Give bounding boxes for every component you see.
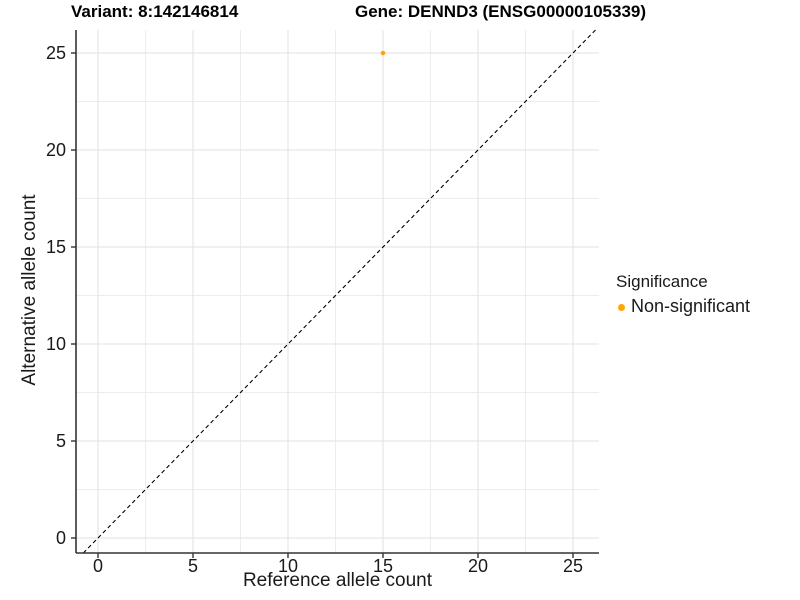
identity-line — [82, 29, 596, 554]
y-tick-label: 10 — [46, 334, 66, 354]
y-tick-label: 5 — [56, 431, 66, 451]
legend: Significance Non-significant — [615, 272, 750, 317]
x-tick-label: 0 — [93, 556, 103, 576]
x-tick-label: 20 — [468, 556, 488, 576]
legend-title: Significance — [616, 272, 708, 291]
y-tick-label: 25 — [46, 43, 66, 63]
x-tick-label: 15 — [373, 556, 393, 576]
x-tick-label: 10 — [278, 556, 298, 576]
legend-point-icon — [618, 303, 625, 311]
y-tick-label: 15 — [46, 237, 66, 257]
x-tick-label: 25 — [563, 556, 583, 576]
data-point — [380, 50, 386, 56]
legend-item-label: Non-significant — [631, 296, 751, 316]
variant-title: Variant: 8:142146814 — [71, 2, 239, 21]
legend-item-non-significant: Non-significant — [615, 296, 750, 317]
y-tick-label: 20 — [46, 140, 66, 160]
x-tick-label: 5 — [188, 556, 198, 576]
y-axis-title: Alternative allele count — [19, 194, 40, 386]
gene-title: Gene: DENND3 (ENSG00000105339) — [355, 2, 647, 21]
y-tick-label: 0 — [56, 528, 66, 548]
x-axis-title: Reference allele count — [242, 570, 433, 591]
